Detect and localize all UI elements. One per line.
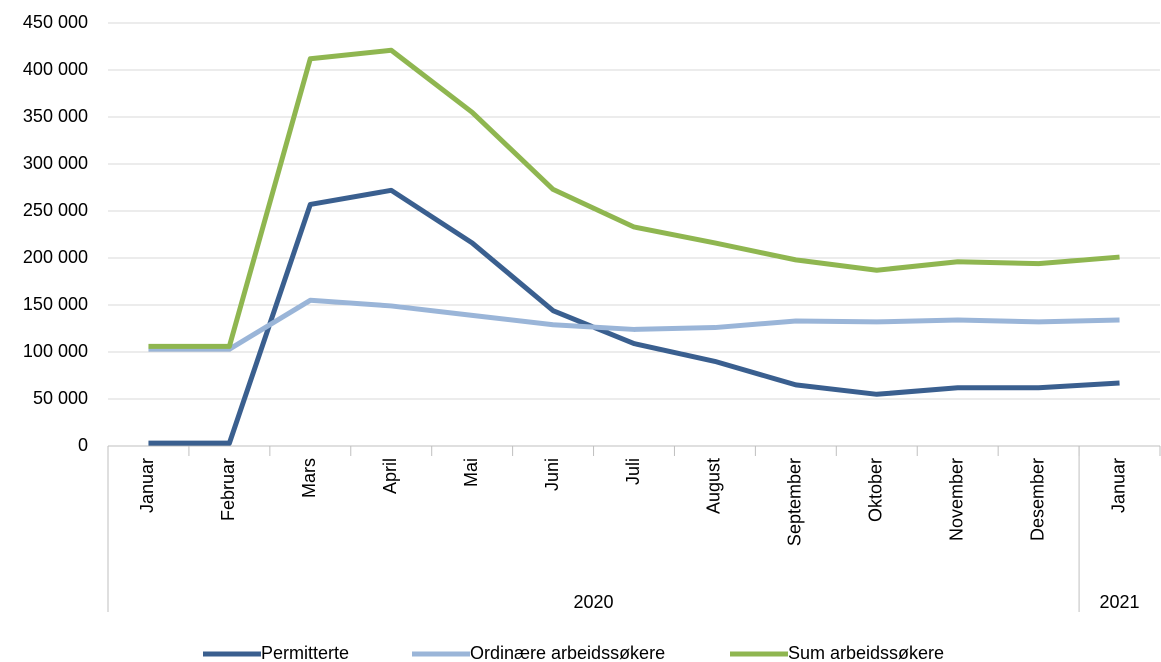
y-tick-label: 300 000 — [23, 153, 88, 173]
group-label: 2021 — [1100, 592, 1140, 612]
x-tick-label: Juni — [542, 458, 562, 491]
x-tick-label: Desember — [1027, 458, 1047, 541]
y-tick-label: 50 000 — [33, 388, 88, 408]
x-tick-label: September — [785, 458, 805, 546]
line-series — [148, 297, 1120, 352]
legend-label: Sum arbeidssøkere — [788, 643, 944, 662]
line-series — [148, 187, 1120, 446]
x-tick-label: Oktober — [866, 458, 886, 522]
y-tick-label: 100 000 — [23, 341, 88, 361]
x-tick-label: Juli — [623, 458, 643, 485]
x-tick-label: April — [380, 458, 400, 494]
x-tick-label: Mars — [299, 458, 319, 498]
x-tick-label: August — [704, 458, 724, 514]
y-tick-label: 400 000 — [23, 59, 88, 79]
y-tick-label: 350 000 — [23, 106, 88, 126]
x-tick-label: Februar — [218, 458, 238, 521]
x-tick-label: November — [946, 458, 966, 541]
x-tick-label: Mai — [461, 458, 481, 487]
y-tick-label: 0 — [78, 435, 88, 455]
y-tick-label: 250 000 — [23, 200, 88, 220]
y-tick-label: 200 000 — [23, 247, 88, 267]
y-tick-label: 150 000 — [23, 294, 88, 314]
group-label: 2020 — [574, 592, 614, 612]
line-series — [148, 47, 1120, 349]
y-tick-label: 450 000 — [23, 12, 88, 32]
x-tick-label: Januar — [137, 458, 157, 513]
legend-label: Ordinære arbeidssøkere — [470, 643, 665, 662]
x-tick-label: Januar — [1108, 458, 1128, 513]
legend-label: Permitterte — [261, 643, 349, 662]
